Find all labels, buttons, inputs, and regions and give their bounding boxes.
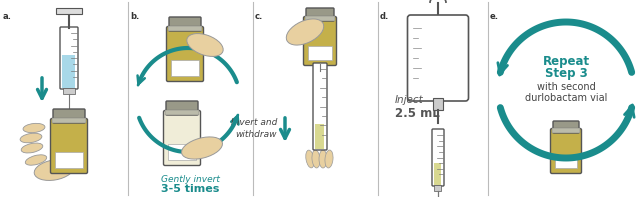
FancyBboxPatch shape: [53, 109, 85, 123]
Ellipse shape: [306, 150, 314, 168]
Ellipse shape: [325, 150, 333, 168]
Text: with second: with second: [536, 82, 595, 92]
Text: Invert and: Invert and: [231, 118, 277, 127]
Bar: [435, 185, 442, 191]
Bar: [63, 88, 75, 94]
Text: 2.5 mL: 2.5 mL: [395, 107, 440, 120]
Bar: [433, 98, 443, 110]
Ellipse shape: [23, 123, 45, 133]
FancyBboxPatch shape: [313, 63, 327, 150]
Text: Step 3: Step 3: [545, 67, 587, 80]
Ellipse shape: [287, 19, 324, 45]
Bar: [171, 60, 199, 76]
Ellipse shape: [187, 33, 223, 56]
Bar: [62, 55, 75, 88]
Text: e.: e.: [490, 12, 499, 21]
Text: durlobactam vial: durlobactam vial: [525, 93, 607, 103]
Bar: [316, 124, 325, 149]
Bar: [165, 110, 199, 115]
Bar: [52, 118, 86, 123]
Text: Gently invert: Gently invert: [160, 175, 220, 184]
FancyBboxPatch shape: [167, 27, 204, 82]
Bar: [55, 152, 83, 168]
Ellipse shape: [312, 150, 320, 168]
Text: c.: c.: [255, 12, 263, 21]
Bar: [168, 144, 196, 160]
FancyBboxPatch shape: [551, 128, 582, 174]
Text: b.: b.: [130, 12, 139, 21]
Bar: [308, 46, 332, 60]
Ellipse shape: [25, 155, 46, 165]
Ellipse shape: [34, 160, 74, 180]
FancyBboxPatch shape: [50, 119, 88, 174]
Bar: [435, 163, 442, 185]
Ellipse shape: [182, 137, 222, 159]
Ellipse shape: [20, 133, 42, 143]
Ellipse shape: [319, 150, 327, 168]
FancyBboxPatch shape: [60, 27, 78, 89]
Bar: [56, 8, 82, 14]
FancyBboxPatch shape: [408, 15, 468, 101]
Bar: [555, 155, 577, 168]
Text: d.: d.: [380, 12, 389, 21]
FancyBboxPatch shape: [166, 101, 198, 115]
Text: Inject: Inject: [395, 95, 424, 105]
FancyBboxPatch shape: [432, 129, 444, 186]
Bar: [552, 128, 580, 133]
Text: a.: a.: [3, 12, 12, 21]
FancyBboxPatch shape: [306, 8, 334, 21]
Bar: [305, 16, 335, 21]
Text: 3-5 times: 3-5 times: [161, 184, 219, 194]
Text: withdraw: withdraw: [236, 130, 277, 139]
Bar: [168, 26, 202, 31]
FancyBboxPatch shape: [553, 121, 579, 133]
Ellipse shape: [21, 143, 43, 153]
FancyBboxPatch shape: [303, 17, 337, 65]
Text: Repeat: Repeat: [542, 55, 589, 68]
FancyBboxPatch shape: [164, 111, 200, 165]
FancyBboxPatch shape: [169, 17, 201, 31]
